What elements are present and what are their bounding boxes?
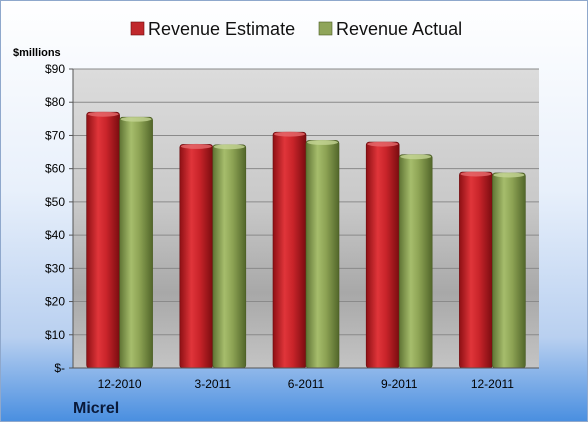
y-axis-unit-label: $millions [13, 47, 61, 59]
bars [86, 111, 526, 369]
bar-revenue-estimate [459, 171, 493, 369]
y-tick-label: $40 [45, 228, 65, 242]
bar-revenue-estimate [179, 144, 214, 369]
bar-top-highlight [274, 131, 305, 137]
bar-revenue-actual [492, 172, 526, 369]
bar-top-highlight [120, 116, 152, 122]
bar-top-highlight [180, 143, 212, 149]
bar-revenue-estimate [272, 131, 307, 369]
bar-top-highlight [400, 154, 432, 160]
bar-revenue-actual [212, 144, 247, 369]
x-tick-label: 9-2011 [381, 377, 418, 391]
legend-swatch-actual [318, 21, 333, 36]
bar-revenue-estimate [365, 141, 400, 369]
x-tick-label: 6-2011 [288, 377, 325, 391]
y-tick-label: $- [54, 361, 65, 375]
bar-revenue-actual [398, 154, 433, 369]
y-tick-label: $60 [45, 162, 65, 176]
y-tick-label: $80 [45, 95, 65, 109]
bar-revenue-actual [305, 140, 340, 369]
legend-label-actual: Revenue Actual [336, 19, 462, 39]
y-tick-label: $30 [45, 261, 65, 275]
bar-top-highlight [493, 172, 525, 178]
bar-top-highlight [213, 144, 245, 150]
y-tick-label: $50 [45, 195, 65, 209]
legend: Revenue Estimate Revenue Actual [130, 19, 462, 39]
x-axis-ticks: 12-2010 3-2011 6-2011 9-2011 12-2011 [98, 377, 515, 391]
legend-swatch-estimate [130, 21, 145, 36]
x-tick-label: 12-2011 [471, 377, 514, 391]
bar-top-highlight [460, 171, 492, 177]
bar-top-highlight [87, 111, 119, 117]
x-tick-label: 12-2010 [98, 377, 142, 391]
bar-revenue-estimate [86, 111, 120, 369]
y-tick-label: $70 [45, 128, 65, 142]
y-axis-ticks: $- $10 $20 $30 $40 $50 $60 $70 $80 $90 [45, 62, 539, 375]
y-tick-label: $10 [45, 328, 65, 342]
y-tick-label: $90 [45, 62, 65, 76]
x-tick-label: 3-2011 [195, 377, 232, 391]
legend-label-estimate: Revenue Estimate [148, 19, 295, 39]
bar-revenue-actual [119, 116, 153, 369]
bar-top-highlight [307, 139, 338, 145]
company-name-label: Micrel [73, 400, 119, 417]
bar-top-highlight [367, 141, 399, 147]
y-tick-label: $20 [45, 295, 65, 309]
